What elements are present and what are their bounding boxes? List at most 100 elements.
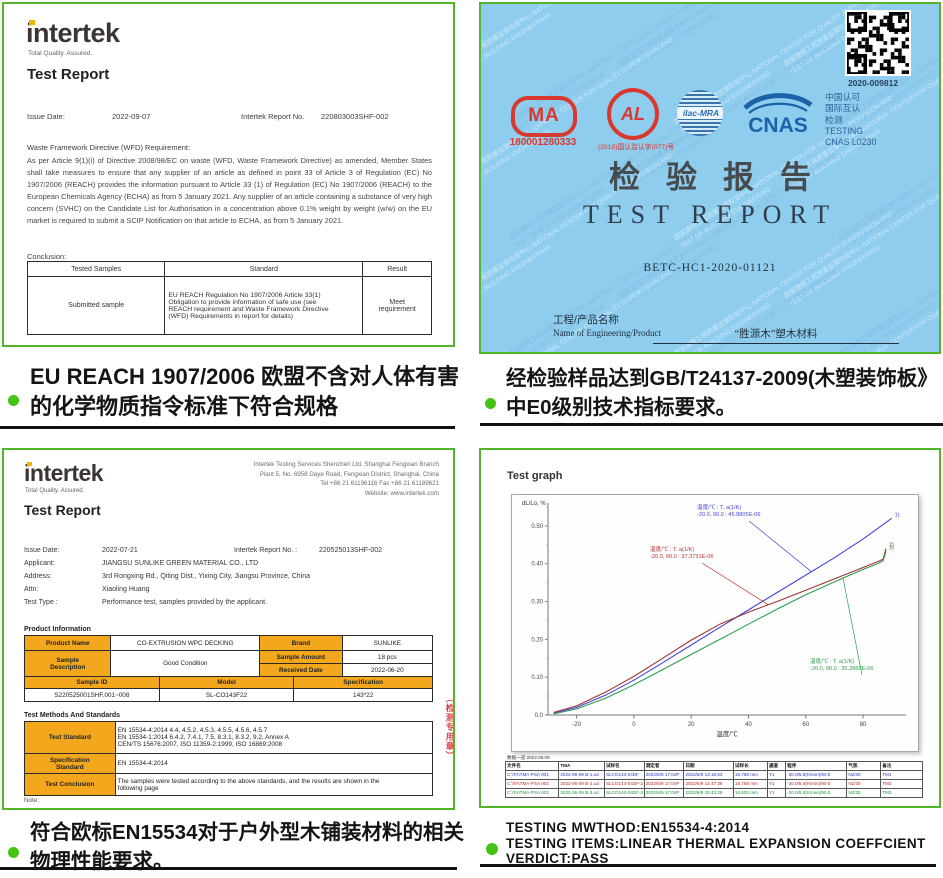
cal-logo: AL xyxy=(607,88,659,140)
accreditation-line: 国际互认 xyxy=(825,103,861,114)
graph-table-cell: 2022/6/9 15:43:28 xyxy=(683,788,734,798)
graph-table-header-cell: 日期 xyxy=(683,761,734,771)
conclusion-cell-result: Meet requirement xyxy=(362,276,432,335)
received-date-value: 2022-06-20 xyxy=(341,663,434,677)
caption-divider xyxy=(0,426,455,429)
svg-text:0.40: 0.40 xyxy=(531,562,543,568)
info-value: Xiaoling Huang xyxy=(102,586,150,593)
lab-address-line: Intertek Testing Services Shenzhen Ltd. … xyxy=(253,461,439,468)
caption-divider xyxy=(480,423,943,426)
sample-amount-label: Sample Amount xyxy=(259,650,343,664)
test-standard-value: EN 15534-4:2014 4.4, 4.5.2, 4.5.3, 4.5.5… xyxy=(114,721,434,754)
caption-line: 符合欧标EN15534对于户外型木铺装材料的相关 xyxy=(30,821,464,844)
svg-text:1): 1) xyxy=(895,512,900,518)
svg-text:2): 2) xyxy=(889,543,894,549)
caption-line: TESTING MWTHOD:EN15534-4:2014 xyxy=(506,820,750,835)
cal-number: (2018)国认监认字(077)号 xyxy=(597,144,675,151)
accreditation-text: 中国认可 国际互认 检测 TESTING CNAS L0230 xyxy=(825,92,876,148)
intertek-tagline: Total Quality. Assured. xyxy=(25,488,85,494)
product-name-label: 工程/产品名称 Name of Engineering/Product xyxy=(553,314,661,339)
accreditation-line: 中国认可 xyxy=(825,92,861,102)
issue-date-label: Issue Date: xyxy=(27,112,65,121)
product-info-heading: Product Information xyxy=(24,626,91,633)
graph-table-cell: Y1 xyxy=(766,788,787,798)
graph-table-cell: SLCO143-04DF-2 xyxy=(603,779,645,789)
caption-testing-verdict: TESTING MWTHOD:EN15534-4:2014 TESTING IT… xyxy=(506,820,926,867)
model-value: SL-CO143F22 xyxy=(158,688,295,702)
intertek-tagline: Total Quality. Assured. xyxy=(28,50,93,57)
svg-text:0.30: 0.30 xyxy=(531,600,543,606)
ilac-mra-logo: ilac-MRA xyxy=(677,90,723,136)
graph-table-cell: N2/30 xyxy=(846,770,882,780)
info-value: 2022-07-21 xyxy=(102,547,138,554)
note-label: Note: xyxy=(24,797,40,804)
graph-table-header-cell: 备注 xyxy=(880,761,923,771)
report-no-value: 220803003SHF-002 xyxy=(321,112,389,121)
product-name-label-en: Name of Engineering/Product xyxy=(553,327,661,338)
product-name-label-zh: 工程/产品名称 xyxy=(553,314,619,326)
product-info-table: Product Name CO-EXTRUSION WPC DECKING Br… xyxy=(23,635,434,677)
brand-label: Brand xyxy=(259,635,343,651)
spec-standard-value: EN 15534-4:2014 xyxy=(114,753,434,774)
lab-address-line: Plant 5, No. 6958 Daye Road, Fengxian Di… xyxy=(259,470,439,478)
sample-description-label: Sample Description xyxy=(23,650,112,677)
cma-number: 180001280333 xyxy=(509,137,577,148)
info-value: 3rd Rongxing Rd., Qiting Dist., Yixing C… xyxy=(102,573,311,580)
info-label: Address: xyxy=(24,573,52,580)
info-label: Issue Date: xyxy=(24,547,60,554)
svg-text:温度/℃ : T. a(1/K): 温度/℃ : T. a(1/K) xyxy=(650,545,694,553)
conclusion-cell-sample: Submitted sample xyxy=(26,276,166,335)
intertek-logo-dot xyxy=(29,20,35,25)
graph-table-cell: -20.0/5.0(K/min)/90.0 xyxy=(785,770,848,780)
graph-table-cell: N2/30 xyxy=(846,779,882,789)
info-label: Test Type : xyxy=(24,599,58,606)
info-value: Performance test, samples provided by th… xyxy=(102,599,267,606)
certificate-image-performance-report[interactable]: intertek Total Quality. Assured. Interte… xyxy=(2,448,455,810)
svg-text:0.20: 0.20 xyxy=(531,637,543,643)
received-date-label: Received Date xyxy=(259,663,343,677)
svg-text:20: 20 xyxy=(688,722,695,728)
certificate-image-test-report-cn[interactable]: 国家建筑工程质量监督检验中心 NATIONAL CENTER FOR QUALI… xyxy=(479,2,941,354)
graph-table-cell: 16.756 mm xyxy=(732,770,768,780)
graph-table-cell: 16.758 mm xyxy=(732,779,768,789)
graph-table-cell: Y1 xyxy=(766,779,787,789)
accreditation-line: 检测 xyxy=(825,114,843,125)
intertek-logo: intertek xyxy=(26,18,120,48)
ilac-mra-label: ilac-MRA xyxy=(677,107,723,119)
graph-table-cell: 2022/6/9 14:47:38 xyxy=(683,779,734,789)
graph-table-cell: -20.0/5.0(K/min)/90.0 xyxy=(785,779,848,789)
svg-text:60: 60 xyxy=(802,722,809,728)
svg-text:-20.0, 90.0 : 35.2860E-06: -20.0, 90.0 : 35.2860E-06 xyxy=(810,666,873,672)
qr-number: 2020-009812 xyxy=(847,78,899,88)
conclusion-col-header: Result xyxy=(362,261,432,277)
accreditation-line: TESTING xyxy=(825,125,864,136)
caption-line: 中E0级别技术指标要求。 xyxy=(506,396,737,419)
caption-divider xyxy=(480,864,936,867)
specification-value: 143*22 xyxy=(293,688,433,702)
graph-table-header-cell: 气氛 xyxy=(846,761,882,771)
cma-logo: MA xyxy=(511,96,577,137)
accreditation-line: CNAS L0230 xyxy=(825,137,877,147)
report-no-label: Intertek Report No. xyxy=(241,112,305,121)
svg-text:温度/℃ : T. a(1/K): 温度/℃ : T. a(1/K) xyxy=(810,657,854,665)
red-stamp: （检测专用章） xyxy=(445,694,455,761)
svg-text:0.10: 0.10 xyxy=(531,675,543,681)
svg-text:dL/Lo, %: dL/Lo, % xyxy=(522,501,546,507)
graph-table-cell: 2022/6/9 17:04P xyxy=(643,779,685,789)
qr-code xyxy=(845,10,911,76)
graph-table-header-cell: 程序 xyxy=(785,761,848,771)
graph-table-header-cell: 试样名 xyxy=(603,761,645,771)
info-label: Intertek Report No. : xyxy=(234,547,298,554)
standards-table: Test Standard EN 15534-4:2014 4.4, 4.5.2… xyxy=(24,721,434,796)
svg-text:CNAS: CNAS xyxy=(748,114,808,137)
graph-table-cell: SLCO143-04DF xyxy=(603,770,645,780)
certificate-image-reach-report[interactable]: intertek Total Quality. Assured. Test Re… xyxy=(2,2,455,347)
info-value: JIANGSU SUNLIKE GREEN MATERIAL CO., LTD xyxy=(102,560,259,567)
certificate-image-test-graph[interactable]: Test graph 0.0 0.10 0.20 0.30 0.40 0.50 -20 0 20… xyxy=(479,448,941,808)
graph-table-header-cell: 试样长 xyxy=(732,761,768,771)
svg-text:温度/℃: 温度/℃ xyxy=(716,729,738,738)
issue-date-value: 2022-09-07 xyxy=(112,112,151,121)
conclusion-col-header: Tested Samples xyxy=(26,261,166,277)
graph-table-cell: N2/30 xyxy=(846,788,882,798)
wfd-body-text: As per Article 9(1)(i) of Directive 2008… xyxy=(27,156,432,225)
